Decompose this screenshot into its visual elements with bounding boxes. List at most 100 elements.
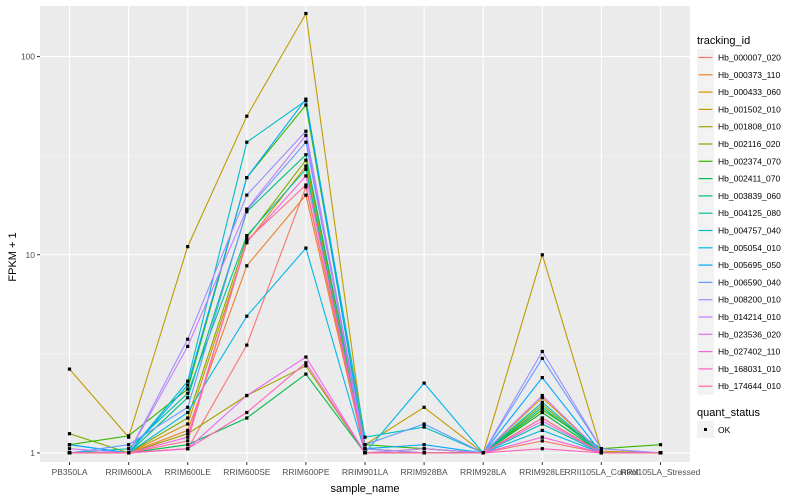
legend-label: Hb_001502_010 bbox=[718, 104, 781, 114]
data-point bbox=[186, 383, 190, 387]
data-point bbox=[304, 167, 308, 171]
data-point bbox=[304, 361, 308, 365]
data-point bbox=[422, 381, 426, 385]
y-tick-label: 1 bbox=[30, 448, 35, 458]
data-point bbox=[304, 164, 308, 168]
data-point bbox=[540, 356, 544, 360]
data-point bbox=[304, 174, 308, 178]
x-tick-label: RRIM600SE bbox=[223, 467, 271, 477]
data-point bbox=[186, 379, 190, 383]
data-point bbox=[304, 355, 308, 359]
data-point bbox=[540, 396, 544, 400]
data-point bbox=[540, 422, 544, 426]
legend-label: Hb_027402_110 bbox=[718, 347, 781, 357]
shape-legend-title: quant_status bbox=[697, 407, 760, 419]
data-point bbox=[304, 97, 308, 101]
data-point bbox=[67, 432, 72, 436]
data-point bbox=[363, 443, 367, 447]
data-point bbox=[67, 447, 72, 451]
x-tick-label: RRII105LA_Stressed bbox=[621, 467, 701, 477]
x-tick-label: RRIM901LA bbox=[342, 467, 389, 477]
x-tick-label: RRIM600LE bbox=[165, 467, 212, 477]
x-tick-label: RRIM600LA bbox=[105, 467, 152, 477]
legend-label: Hb_003839_060 bbox=[718, 191, 781, 201]
data-point bbox=[540, 253, 544, 257]
data-point bbox=[422, 443, 426, 447]
legend-label: Hb_174644_010 bbox=[718, 381, 781, 391]
data-point bbox=[245, 176, 249, 180]
data-point bbox=[186, 432, 190, 436]
x-tick-label: RRII105LA_Control bbox=[565, 467, 639, 477]
data-point bbox=[245, 264, 249, 268]
data-point bbox=[658, 451, 663, 455]
legend-label: Hb_000007_020 bbox=[718, 53, 781, 63]
data-point bbox=[186, 416, 190, 420]
x-tick-label: PB350LA bbox=[52, 467, 88, 477]
legend-label: Hb_005695_050 bbox=[718, 260, 781, 270]
data-point bbox=[245, 416, 249, 420]
data-point bbox=[304, 103, 308, 107]
data-point bbox=[67, 443, 72, 447]
data-point bbox=[245, 210, 249, 214]
data-point bbox=[540, 428, 544, 432]
data-point bbox=[127, 434, 131, 438]
data-point bbox=[245, 393, 249, 398]
data-point bbox=[422, 447, 426, 451]
data-point bbox=[67, 451, 72, 455]
y-axis-title: FPKM + 1 bbox=[7, 232, 19, 281]
y-tick-label: 100 bbox=[21, 52, 35, 62]
data-point bbox=[540, 376, 544, 380]
data-point bbox=[304, 246, 308, 250]
data-point bbox=[540, 416, 544, 420]
legend-label: Hb_002116_020 bbox=[718, 139, 781, 149]
x-tick-label: RRIM928LA bbox=[460, 467, 507, 477]
data-point bbox=[304, 11, 308, 16]
data-point bbox=[304, 153, 308, 157]
data-point bbox=[186, 435, 190, 439]
data-point bbox=[186, 422, 190, 426]
data-point bbox=[245, 114, 249, 118]
legend: tracking_id Hb_000007_020Hb_000373_110Hb… bbox=[697, 35, 781, 438]
y-tick-label: 10 bbox=[26, 250, 36, 260]
data-point bbox=[304, 364, 308, 368]
data-point bbox=[245, 193, 249, 197]
data-point bbox=[186, 439, 190, 443]
data-point bbox=[599, 447, 603, 451]
data-point bbox=[540, 349, 544, 354]
legend-label: Hb_005054_010 bbox=[718, 243, 781, 253]
legend-label: Hb_014214_010 bbox=[718, 312, 781, 322]
data-point bbox=[540, 405, 544, 409]
data-point bbox=[67, 367, 72, 371]
legend-label: Hb_004125_080 bbox=[718, 208, 781, 218]
x-axis: PB350LA RRIM600LA RRIM600LE RRIM600SE RRIM60… bbox=[52, 462, 701, 477]
data-point bbox=[186, 396, 190, 400]
data-point bbox=[245, 140, 249, 144]
data-point bbox=[186, 428, 190, 432]
data-point bbox=[422, 422, 426, 426]
point-marker-icon bbox=[704, 428, 707, 431]
x-tick-label: RRIM928LE bbox=[519, 467, 566, 477]
data-point bbox=[540, 410, 544, 415]
data-point bbox=[540, 435, 544, 439]
data-point bbox=[127, 443, 131, 447]
legend-label: Hb_000373_110 bbox=[718, 70, 781, 80]
data-point bbox=[186, 443, 190, 447]
data-point bbox=[422, 451, 426, 455]
legend-label: Hb_006590_040 bbox=[718, 277, 781, 287]
data-point bbox=[245, 410, 249, 415]
data-point bbox=[304, 183, 308, 187]
data-points bbox=[67, 11, 663, 455]
data-point bbox=[363, 451, 367, 455]
data-point bbox=[304, 140, 308, 144]
data-point bbox=[186, 344, 190, 348]
data-point bbox=[304, 185, 308, 189]
data-point bbox=[186, 405, 190, 409]
data-point bbox=[658, 443, 663, 447]
data-point bbox=[245, 238, 249, 243]
data-point bbox=[540, 400, 544, 404]
data-point bbox=[127, 447, 131, 451]
legend-label: Hb_023536_020 bbox=[718, 329, 781, 339]
data-point bbox=[540, 403, 544, 407]
data-point bbox=[245, 236, 249, 240]
